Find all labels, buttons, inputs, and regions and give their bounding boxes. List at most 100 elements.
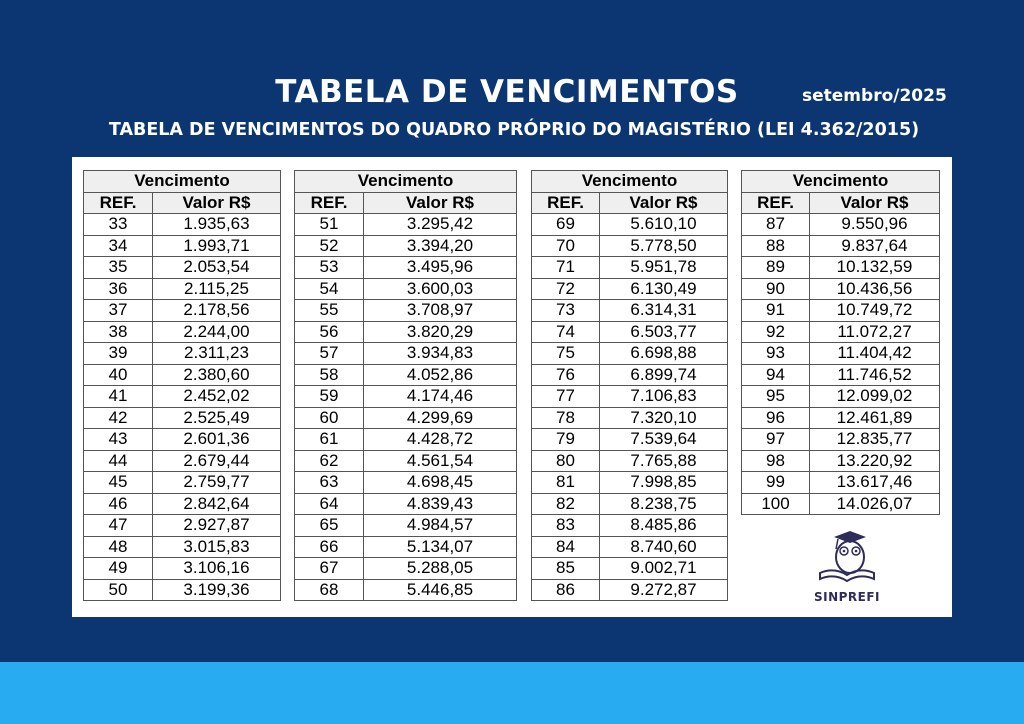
ref-cell: 80 [531,449,600,472]
table-row: 93 11.404,42 [741,342,940,365]
ref-cell: 88 [741,234,810,257]
ref-cell: 54 [294,277,364,300]
ref-cell: 100 [741,492,810,515]
ref-cell: 51 [294,213,364,236]
value-cell: 11.746,52 [809,363,940,386]
value-cell: 8.485,86 [599,514,728,537]
col-value-header: Valor R$ [599,191,728,214]
ref-cell: 56 [294,320,364,343]
value-cell: 11.404,42 [809,342,940,365]
ref-cell: 82 [531,492,600,515]
table-row: 42 2.525,49 [83,406,281,429]
table-row: 51 3.295,42 [294,213,517,236]
ref-cell: 34 [83,234,153,257]
table-row: 80 7.765,88 [531,449,728,472]
col-value-header: Valor R$ [809,191,940,214]
ref-cell: 69 [531,213,600,236]
value-cell: 1.993,71 [152,234,281,257]
value-cell: 2.679,44 [152,449,281,472]
value-cell: 13.220,92 [809,449,940,472]
page-title: TABELA DE VENCIMENTOS [275,74,739,110]
ref-cell: 58 [294,363,364,386]
table-row: 99 13.617,46 [741,471,940,494]
value-cell: 6.899,74 [599,363,728,386]
ref-cell: 71 [531,256,600,279]
value-cell: 4.428,72 [363,428,517,451]
table-row: 39 2.311,23 [83,342,281,365]
ref-cell: 79 [531,428,600,451]
value-cell: 7.106,83 [599,385,728,408]
ref-cell: 83 [531,514,600,537]
ref-cell: 62 [294,449,364,472]
table-row: 67 5.288,05 [294,557,517,580]
value-cell: 9.272,87 [599,578,728,601]
salary-table-3: Vencimento REF. Valor R$ 69 5.610,10 70 5.778,… [531,170,728,601]
value-cell: 4.174,46 [363,385,517,408]
ref-cell: 57 [294,342,364,365]
ref-cell: 91 [741,299,810,322]
ref-cell: 96 [741,406,810,429]
table-row: 97 12.835,77 [741,428,940,451]
ref-cell: 85 [531,557,600,580]
date-label: setembro/2025 [802,86,947,106]
table-row: 82 8.238,75 [531,492,728,515]
table-row: 65 4.984,57 [294,514,517,537]
salary-table-1: Vencimento REF. Valor R$ 33 1.935,63 34 1.993,… [83,170,281,601]
table-row: 75 6.698,88 [531,342,728,365]
ref-cell: 93 [741,342,810,365]
value-cell: 7.320,10 [599,406,728,429]
ref-cell: 59 [294,385,364,408]
column-header-row: REF. Valor R$ [83,191,281,214]
group-header-row: Vencimento [83,170,281,193]
value-cell: 3.934,83 [363,342,517,365]
ref-cell: 40 [83,363,153,386]
table-row: 41 2.452,02 [83,385,281,408]
value-cell: 5.288,05 [363,557,517,580]
table-row: 36 2.115,25 [83,277,281,300]
table-row: 73 6.314,31 [531,299,728,322]
table-row: 57 3.934,83 [294,342,517,365]
col-ref-header: REF. [531,191,600,214]
group-header-row: Vencimento [531,170,728,193]
table-row: 84 8.740,60 [531,535,728,558]
ref-cell: 63 [294,471,364,494]
ref-cell: 36 [83,277,153,300]
value-cell: 4.984,57 [363,514,517,537]
value-cell: 4.052,86 [363,363,517,386]
ref-cell: 75 [531,342,600,365]
col-ref-header: REF. [83,191,153,214]
table-row: 53 3.495,96 [294,256,517,279]
table-row: 48 3.015,83 [83,535,281,558]
ref-cell: 76 [531,363,600,386]
ref-cell: 89 [741,256,810,279]
table-row: 77 7.106,83 [531,385,728,408]
ref-cell: 35 [83,256,153,279]
table-row: 95 12.099,02 [741,385,940,408]
ref-cell: 60 [294,406,364,429]
value-cell: 3.015,83 [152,535,281,558]
table-row: 68 5.446,85 [294,578,517,601]
value-cell: 4.299,69 [363,406,517,429]
ref-cell: 73 [531,299,600,322]
table-row: 94 11.746,52 [741,363,940,386]
value-cell: 13.617,46 [809,471,940,494]
table-row: 38 2.244,00 [83,320,281,343]
ref-cell: 55 [294,299,364,322]
table-row: 90 10.436,56 [741,277,940,300]
table-row: 69 5.610,10 [531,213,728,236]
value-cell: 3.295,42 [363,213,517,236]
value-cell: 5.610,10 [599,213,728,236]
table-row: 45 2.759,77 [83,471,281,494]
value-cell: 2.759,77 [152,471,281,494]
ref-cell: 50 [83,578,153,601]
table-row: 87 9.550,96 [741,213,940,236]
table-row: 71 5.951,78 [531,256,728,279]
tables-panel: SINPREFI Vencimento REF. Valor R$ 33 1.935,6… [72,157,952,617]
table-row: 35 2.053,54 [83,256,281,279]
ref-cell: 41 [83,385,153,408]
table-row: 47 2.927,87 [83,514,281,537]
value-cell: 2.452,02 [152,385,281,408]
ref-cell: 92 [741,320,810,343]
bottom-band [0,662,1024,724]
value-cell: 9.837,64 [809,234,940,257]
